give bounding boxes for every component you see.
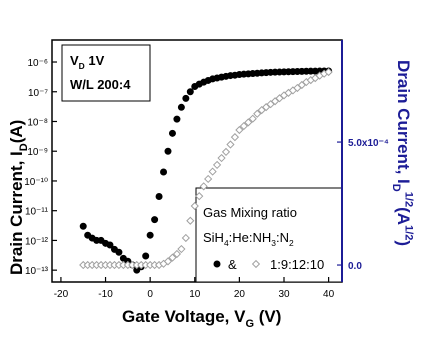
x-tick-label: 20 bbox=[234, 289, 246, 300]
y-axis-title-part: D bbox=[18, 143, 30, 151]
data-point bbox=[160, 168, 168, 176]
y2-axis-title-part: 1/2 bbox=[403, 192, 415, 207]
data-point bbox=[151, 216, 159, 224]
legend-subtitle-part: :N bbox=[276, 230, 289, 245]
data-point bbox=[168, 129, 176, 137]
y-axis-title: Drain Current, ID(A) bbox=[7, 120, 30, 275]
y-axis-title-part: Drain Current, I bbox=[7, 151, 26, 275]
data-point bbox=[244, 118, 253, 127]
data-point bbox=[182, 94, 190, 102]
data-point bbox=[253, 109, 262, 118]
y-tick-label: 10⁻¹² bbox=[25, 236, 49, 247]
data-point bbox=[226, 140, 235, 149]
data-point bbox=[190, 201, 199, 211]
data-point bbox=[208, 167, 217, 176]
legend-box bbox=[195, 187, 343, 283]
legend-subtitle: SiH4:He:NH3:N2 bbox=[203, 230, 294, 248]
y-tick-label: 10⁻⁸ bbox=[27, 117, 48, 128]
y2-tick-label: 5.0x10⁻⁴ bbox=[348, 138, 389, 149]
data-point bbox=[79, 222, 87, 230]
annotation-box bbox=[61, 44, 151, 102]
x-axis-title-part: Gate Voltage, V bbox=[122, 307, 246, 326]
data-point bbox=[248, 114, 257, 123]
data-point bbox=[181, 233, 190, 243]
legend-subtitle-part: 4 bbox=[224, 238, 229, 248]
y2-tick-label: 0.0 bbox=[348, 261, 362, 272]
data-point bbox=[155, 193, 163, 201]
data-point bbox=[217, 153, 226, 163]
data-point bbox=[221, 147, 231, 157]
data-point bbox=[239, 121, 248, 131]
data-point bbox=[106, 241, 114, 249]
legend-marker bbox=[251, 259, 261, 269]
data-point bbox=[177, 103, 185, 111]
x-axis-title: Gate Voltage, VG (V) bbox=[122, 307, 281, 330]
x-axis-title-part: (V) bbox=[254, 307, 281, 326]
y2-axis-title-part: 1/2 bbox=[403, 225, 415, 240]
y2-axis-title-part: (A bbox=[394, 207, 413, 225]
legend-subtitle-part: 3 bbox=[271, 238, 276, 248]
data-point bbox=[115, 248, 123, 256]
legend-subtitle-part: 2 bbox=[289, 238, 294, 248]
data-point bbox=[235, 125, 244, 135]
data-point bbox=[199, 182, 208, 191]
y-tick-label: 10⁻¹⁰ bbox=[24, 177, 48, 188]
data-point bbox=[142, 252, 150, 260]
y2-axis-title-part: ) bbox=[394, 240, 413, 246]
legend-joiner: & bbox=[228, 257, 237, 272]
annotation: W/L 200:4 bbox=[70, 77, 131, 92]
y-tick-label: 10⁻⁶ bbox=[27, 58, 48, 69]
y-axis-title-part: (A) bbox=[7, 120, 26, 144]
annotation: VD 1V bbox=[70, 53, 105, 71]
data-point bbox=[146, 231, 154, 239]
y-tick-label: 10⁻¹³ bbox=[25, 266, 49, 277]
data-point bbox=[186, 88, 194, 96]
x-tick-label: 10 bbox=[189, 289, 201, 300]
data-point bbox=[164, 147, 172, 155]
data-point bbox=[173, 115, 181, 123]
legend-marker bbox=[213, 260, 221, 268]
data-point bbox=[212, 160, 222, 170]
data-point bbox=[168, 253, 177, 262]
y2-axis-title-part: D bbox=[390, 184, 402, 192]
data-point bbox=[324, 67, 333, 77]
x-tick-label: 40 bbox=[323, 289, 335, 300]
y-tick-label: 10⁻⁹ bbox=[27, 147, 48, 158]
x-axis-title-part: G bbox=[245, 318, 254, 330]
annotation-part: D bbox=[79, 61, 85, 71]
data-point bbox=[230, 133, 240, 142]
data-point bbox=[172, 249, 182, 259]
legend-title: Gas Mixing ratio bbox=[203, 205, 297, 220]
data-point bbox=[204, 174, 213, 184]
y2-axis-title-part: Drain Current, I bbox=[394, 60, 413, 184]
annotation-part: V bbox=[70, 53, 79, 68]
data-point bbox=[195, 192, 204, 201]
y2-axis-title: Drain Current, ID1/2(A1/2) bbox=[390, 60, 415, 246]
legend-label: 1:9:12:10 bbox=[270, 257, 324, 272]
data-point bbox=[163, 257, 173, 266]
x-tick-label: 30 bbox=[278, 289, 290, 300]
y-tick-label: 10⁻⁷ bbox=[28, 88, 48, 99]
data-point bbox=[186, 216, 195, 225]
legend-subtitle-part: :He:NH bbox=[229, 230, 272, 245]
data-point bbox=[177, 244, 186, 254]
x-tick-label: 0 bbox=[147, 289, 153, 300]
x-tick-label: -20 bbox=[54, 289, 69, 300]
annotation-part: 1V bbox=[85, 53, 105, 68]
y-tick-label: 10⁻¹¹ bbox=[25, 207, 49, 218]
x-tick-label: -10 bbox=[98, 289, 113, 300]
legend-subtitle-part: SiH bbox=[203, 230, 224, 245]
